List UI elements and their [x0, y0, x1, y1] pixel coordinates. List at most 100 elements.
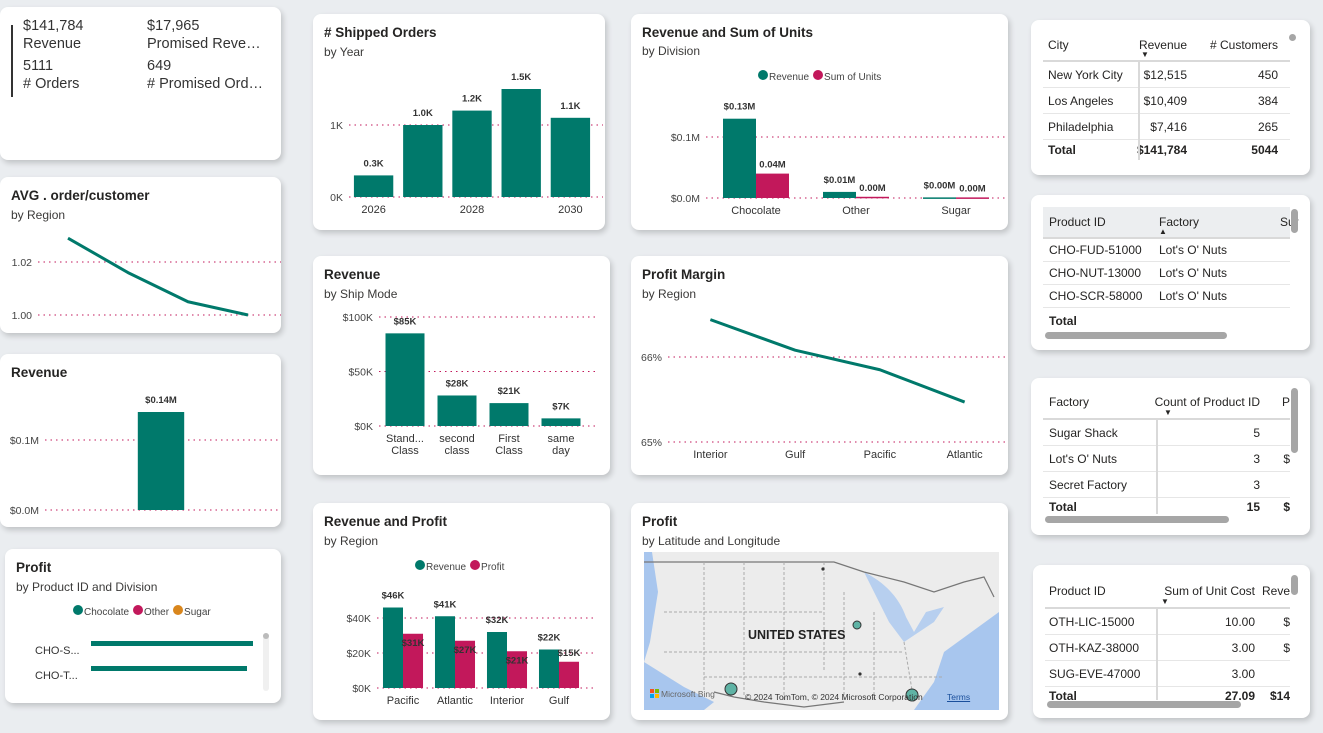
- factory-count-table-card[interactable]: Factory Count of Product ID P ▼ Sugar Shack 5…: [1031, 378, 1310, 535]
- bar-revenue[interactable]: [434, 616, 455, 688]
- x-tick-label: Other: [842, 205, 870, 217]
- product-factory-table-card[interactable]: Product ID Factory Sur ▲ CHO-FUD-51000 Lot's …: [1031, 195, 1310, 350]
- city-table-card[interactable]: City Revenue # Customers ▼ New York City $12,…: [1031, 20, 1310, 175]
- bar-sum-of-units[interactable]: [956, 197, 989, 199]
- series-line[interactable]: [67, 236, 249, 317]
- column-header[interactable]: Factory: [1159, 215, 1200, 229]
- table-cell: 10.00: [1224, 614, 1255, 629]
- bar-profit[interactable]: [455, 640, 476, 688]
- profit-margin-card[interactable]: 65% 66% Interior Gulf Pacific Atlantic Profit…: [631, 256, 1008, 475]
- vertical-scrollbar[interactable]: [1291, 209, 1298, 233]
- column-divider: [1138, 62, 1140, 160]
- legend-item-units[interactable]: Sum of Units: [813, 70, 881, 83]
- vertical-scrollbar[interactable]: [1291, 388, 1298, 453]
- legend-item-revenue[interactable]: Revenue: [415, 560, 466, 573]
- revenue-ship-mode-card[interactable]: $0K $50K $100K Stand... Class second class Firs…: [313, 256, 610, 475]
- legend-dot: [415, 560, 425, 570]
- hbar-chocolate[interactable]: [91, 666, 247, 671]
- x-tick-label-line: second: [439, 433, 474, 445]
- legend-item-revenue[interactable]: Revenue: [758, 70, 809, 83]
- bar--shipped-orders[interactable]: [403, 125, 443, 197]
- table-row[interactable]: SUG-EVE-47000 3.00: [1045, 661, 1290, 687]
- table-row[interactable]: Los Angeles $10,409 384: [1043, 88, 1290, 114]
- sort-arrow-icon[interactable]: ▼: [1141, 50, 1149, 59]
- map-terms-link[interactable]: Terms: [947, 692, 971, 702]
- bar-sum-of-units[interactable]: [756, 173, 789, 198]
- table-row[interactable]: Secret Factory 3: [1043, 472, 1290, 498]
- horizontal-scrollbar[interactable]: [1045, 332, 1227, 339]
- vertical-scrollbar[interactable]: [1291, 575, 1298, 595]
- table-row[interactable]: Sugar Shack 5: [1043, 420, 1290, 446]
- column-header[interactable]: Factory: [1049, 395, 1090, 409]
- column-header[interactable]: Product ID: [1049, 584, 1106, 598]
- sort-arrow-icon[interactable]: ▲: [1159, 227, 1167, 236]
- series-line[interactable]: [709, 318, 966, 404]
- table-row[interactable]: CHO-FUD-51000 Lot's O' Nuts: [1043, 239, 1290, 262]
- legend-item-chocolate[interactable]: Chocolate: [73, 605, 129, 618]
- column-header[interactable]: Count of Product ID: [1154, 395, 1260, 409]
- sort-arrow-icon[interactable]: ▼: [1164, 408, 1172, 417]
- bar-revenue[interactable]: [382, 607, 403, 689]
- table-row[interactable]: New York City $12,515 450: [1043, 62, 1290, 88]
- table-cell: 265: [1257, 119, 1278, 134]
- legend-item-sugar[interactable]: Sugar: [173, 605, 211, 618]
- x-tick-label: Sugar: [941, 205, 971, 217]
- bar-revenue[interactable]: [538, 649, 559, 689]
- unit-cost-table-card[interactable]: Product ID Sum of Unit Cost Reve ▼ OTH-LIC-1…: [1033, 565, 1310, 718]
- profit-map-card[interactable]: Profit by Latitude and Longitude UNITED …: [631, 503, 1008, 720]
- avg-order-card[interactable]: 1.00 1.02 AVG . order/customer by Region: [0, 177, 281, 333]
- bar--shipped-orders[interactable]: [550, 117, 591, 197]
- horizontal-scrollbar[interactable]: [1047, 701, 1241, 708]
- revenue-units-card[interactable]: $0.0M $0.1M Chocolate Other Sugar $0.13M $0.01…: [631, 14, 1008, 230]
- bar--shipped-orders[interactable]: [501, 89, 541, 197]
- scrollbar-thumb[interactable]: [263, 633, 269, 639]
- hbar-label: CHO-T...: [35, 670, 78, 682]
- profit-product-card[interactable]: Profit by Product ID and Division Chocol…: [5, 549, 281, 703]
- bar--shipped-orders[interactable]: [452, 110, 492, 197]
- bar-revenue[interactable]: [723, 118, 756, 198]
- bar-revenue[interactable]: [137, 412, 185, 510]
- table-cell: 3: [1253, 451, 1260, 466]
- x-tick-label: Pacific: [387, 695, 420, 707]
- column-header[interactable]: Sum of Unit Cost: [1164, 584, 1255, 598]
- data-label: 1.2K: [462, 94, 482, 105]
- bar-revenue[interactable]: [385, 333, 425, 426]
- bar-profit[interactable]: [559, 661, 580, 688]
- legend-item-other[interactable]: Other: [133, 605, 169, 618]
- bar-revenue[interactable]: [486, 632, 507, 688]
- column-header[interactable]: Revenue: [1138, 38, 1187, 52]
- map-canvas[interactable]: [644, 552, 999, 710]
- table-row[interactable]: Lot's O' Nuts 3 $: [1043, 446, 1290, 472]
- horizontal-scrollbar[interactable]: [1045, 516, 1229, 523]
- table-row[interactable]: OTH-LIC-15000 10.00 $: [1045, 609, 1290, 635]
- bar-profit[interactable]: [507, 651, 528, 688]
- revenue-total-card[interactable]: $0.0M $0.1M $0.14M Revenue: [0, 354, 281, 527]
- data-label: $31K: [402, 638, 425, 649]
- bar-revenue[interactable]: [823, 191, 856, 198]
- column-header[interactable]: City: [1048, 38, 1069, 52]
- column-header[interactable]: Reve: [1261, 584, 1290, 598]
- legend-item-profit[interactable]: Profit: [470, 560, 504, 573]
- y-tick-label: 1.00: [12, 310, 33, 322]
- bar-revenue[interactable]: [489, 403, 529, 426]
- shipped-orders-card[interactable]: 0K 1K 2026 2028 2030 0.3K 1.0K 1.2K 1.5K 1.1K # S…: [313, 14, 605, 230]
- bar-sum-of-units[interactable]: [856, 196, 889, 199]
- bar-revenue[interactable]: [541, 418, 581, 426]
- column-header[interactable]: # Customers: [1209, 38, 1278, 52]
- bar-revenue[interactable]: [437, 395, 477, 426]
- table-row[interactable]: Philadelphia $7,416 265: [1043, 114, 1290, 140]
- table-row[interactable]: CHO-NUT-13000 Lot's O' Nuts: [1043, 262, 1290, 285]
- table-row[interactable]: OTH-KAZ-38000 3.00 $: [1045, 635, 1290, 661]
- sort-arrow-icon[interactable]: ▼: [1161, 597, 1169, 606]
- column-header[interactable]: Product ID: [1049, 215, 1106, 229]
- revenue-profit-card[interactable]: $0K $20K $40K Pacific Atlantic Interior Gulf $4…: [313, 503, 610, 720]
- column-header[interactable]: P: [1281, 395, 1290, 409]
- vertical-scrollbar[interactable]: [263, 633, 269, 691]
- scrollbar-thumb[interactable]: [1289, 34, 1296, 41]
- table-row[interactable]: CHO-SCR-58000 Lot's O' Nuts: [1043, 285, 1290, 308]
- table-total-row: Total: [1043, 311, 1290, 331]
- bar-revenue[interactable]: [923, 197, 956, 199]
- bar-profit[interactable]: [403, 633, 424, 688]
- bar--shipped-orders[interactable]: [353, 175, 394, 197]
- hbar-chocolate[interactable]: [91, 641, 253, 646]
